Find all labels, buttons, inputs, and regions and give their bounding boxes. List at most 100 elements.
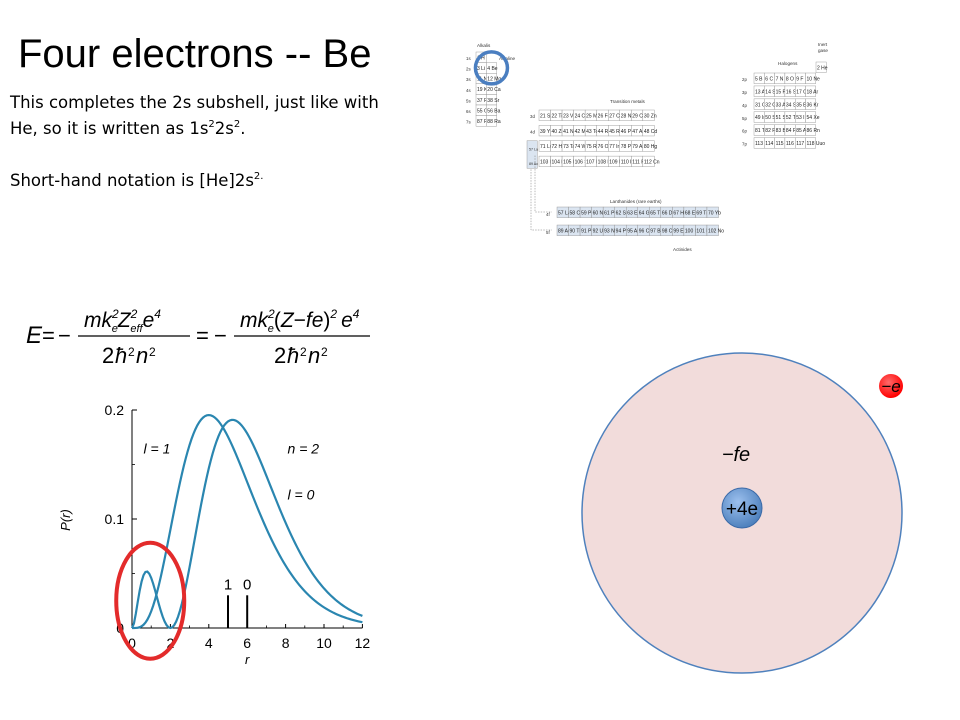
text-line-1: This completes the 2s subshell, just lik… xyxy=(10,93,379,112)
d-label-3d: 3d xyxy=(530,114,535,119)
element-at-label: 85 At xyxy=(796,128,808,134)
element-rb-label: 37 Rb xyxy=(477,98,491,104)
element-fe-label: 26 Fe xyxy=(598,113,611,119)
svg-text:ħ: ħ xyxy=(115,343,127,368)
svg-text:ħ: ħ xyxy=(287,343,299,368)
element-er-f-label: 68 Er xyxy=(685,210,697,216)
element-bk-f-label: 97 Bk xyxy=(650,228,663,234)
element-lr-label: 103 Lr xyxy=(540,160,555,166)
svg-text:−: − xyxy=(58,323,71,348)
f-label-4f: 4f xyxy=(546,212,550,217)
row-label-5s: 5s xyxy=(466,98,471,103)
element-rh-label: 45 Rh xyxy=(609,129,623,135)
svg-text:=: = xyxy=(196,323,209,348)
element-tc-label: 43 Tc xyxy=(586,129,598,135)
element-bi-label: 83 Bi xyxy=(776,128,787,134)
element-h-label: 1 H xyxy=(477,55,485,61)
svg-text:2: 2 xyxy=(274,343,286,368)
la-ac-marker-column xyxy=(526,140,538,169)
element-mt-label: 109 Mt xyxy=(609,160,625,166)
element-yb-f-label: 70 Yb xyxy=(708,210,721,216)
element-i-label: 53 I xyxy=(796,115,804,121)
element-ar-label: 18 Ar xyxy=(807,89,819,95)
element-zn xyxy=(642,109,655,121)
element-pr-f-label: 59 Pr xyxy=(581,210,593,216)
element-ra xyxy=(486,115,497,127)
p-label-2p: 2p xyxy=(742,77,747,82)
svg-text:2: 2 xyxy=(102,343,114,368)
svg-text:−: − xyxy=(214,323,227,348)
element-cn xyxy=(642,155,655,167)
element-p-label: 15 P xyxy=(776,89,787,95)
outer-electron xyxy=(879,374,903,398)
x-tick-label-6: 6 xyxy=(243,635,251,651)
element-uuo-label: 118 Uuo xyxy=(807,141,826,147)
element-no-f xyxy=(706,224,719,236)
element-po-label: 84 Po xyxy=(786,128,799,134)
element-re-label: 75 Re xyxy=(586,144,600,150)
element-pt-label: 78 Pt xyxy=(621,144,633,150)
element-rg-label: 111 Rg xyxy=(632,160,648,166)
element-zn-label: 30 Zn xyxy=(644,113,657,119)
element-rn xyxy=(805,124,817,136)
row-label-1s: 1s xyxy=(466,56,471,61)
element-pd-label: 46 Pd xyxy=(621,129,634,135)
element-cm-f-label: 96 Cm xyxy=(639,228,654,234)
element-cs-label: 55 Cs xyxy=(477,108,491,114)
element-n-label: 7 N xyxy=(776,76,784,82)
element-li-label: 3 Li xyxy=(477,66,485,72)
marker-label-0: 0 xyxy=(243,576,251,593)
element-sn-label: 50 Sn xyxy=(765,115,778,121)
element-eu-f-label: 63 Eu xyxy=(627,210,640,216)
f-label-5f: 5f xyxy=(546,230,550,235)
label-n2: n = 2 xyxy=(288,441,320,457)
element-w-label: 74 W xyxy=(575,144,587,150)
element-hg-label: 80 Hg xyxy=(644,144,658,150)
slide-title: Four electrons -- Be xyxy=(18,32,372,76)
element-sc-label: 21 Sc xyxy=(540,113,553,119)
element-bh-label: 107 Bh xyxy=(586,160,602,166)
x-tick-label-10: 10 xyxy=(316,635,332,651)
element-lu-label: 71 Lu xyxy=(540,144,553,150)
svg-text:2: 2 xyxy=(128,345,135,359)
marker-la: 57 La xyxy=(529,147,538,151)
element-ta-label: 73 Ta xyxy=(563,144,575,150)
element-k-label: 19 K xyxy=(477,87,488,93)
element-te-label: 52 Te xyxy=(786,115,798,121)
element-cf-f-label: 98 Cf xyxy=(662,228,675,234)
element-cd-label: 48 Cd xyxy=(644,129,658,135)
text-line-3: Short-hand notation is [He]2s2. xyxy=(10,171,264,190)
row-label-7s: 7s xyxy=(466,120,471,125)
element-th-f-label: 90 Th xyxy=(570,228,583,234)
element-cr-label: 24 Cr xyxy=(575,113,588,119)
p-label-5p: 5p xyxy=(742,116,747,121)
element-kr xyxy=(805,98,817,110)
label-l0: l = 0 xyxy=(288,486,315,502)
element-mo-label: 42 Mo xyxy=(575,129,589,135)
element-cd xyxy=(642,125,655,137)
p-label-3p: 3p xyxy=(742,90,747,95)
element-no-f-label: 102 No xyxy=(708,228,724,234)
element-he xyxy=(815,61,827,73)
curve-l0 xyxy=(130,418,363,630)
element-si-label: 14 Si xyxy=(765,89,776,95)
x-tick-label-4: 4 xyxy=(205,635,213,651)
element-rn-label: 86 Rn xyxy=(807,128,821,134)
inner-lobe-highlight xyxy=(114,540,187,661)
element-v-label: 23 V xyxy=(563,113,574,119)
element-uuo xyxy=(805,137,817,149)
element-hg xyxy=(642,140,655,152)
element-al-label: 13 Al xyxy=(755,89,766,95)
label-gases: gases xyxy=(818,48,828,53)
label-l1: l = 1 xyxy=(144,441,171,457)
svg-text:2: 2 xyxy=(300,345,307,359)
element-sg-label: 106 Sg xyxy=(575,160,591,166)
element-la-f-label: 57 La xyxy=(558,210,571,216)
marker-ac: 89 Ac xyxy=(529,162,538,166)
element-fm-f-label: 100 Fm xyxy=(685,228,702,234)
row-label-4s: 4s xyxy=(466,88,471,93)
element-he-label: 2 He xyxy=(817,65,828,71)
element-es-f-label: 99 Es xyxy=(673,228,686,234)
element-xe-label: 54 Xe xyxy=(807,115,820,121)
element-ac-f-label: 89 Ac xyxy=(558,228,571,234)
